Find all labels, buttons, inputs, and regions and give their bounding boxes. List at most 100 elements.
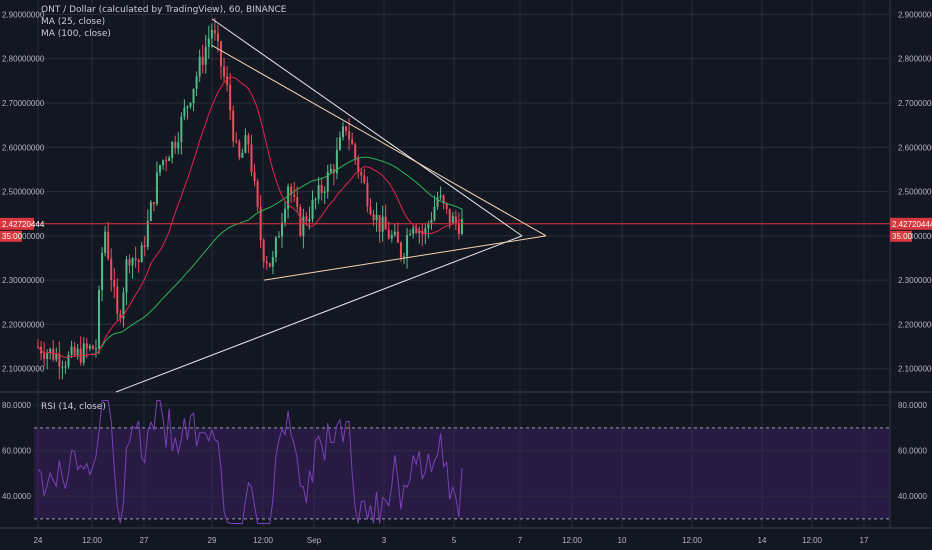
trendlines[interactable] [115, 18, 547, 393]
candle-up [70, 346, 73, 355]
candle-down [454, 216, 457, 223]
price-tick-label: 2.50000000 [898, 188, 932, 197]
candle-down [107, 231, 110, 259]
candle-up [342, 126, 344, 138]
countdown-left: 35:00 [2, 232, 23, 241]
candle-up [171, 141, 174, 158]
candle-up [412, 227, 415, 234]
candle-up [159, 165, 161, 173]
candle-up [427, 224, 430, 229]
candle-down [238, 141, 241, 158]
candle-up [406, 234, 409, 257]
candle-up [104, 231, 107, 253]
candle-down [305, 216, 308, 222]
rsi-tick-label: 80.0000 [898, 401, 927, 410]
time-tick-label: 10 [618, 536, 627, 545]
rsi-line [37, 400, 463, 524]
time-tick-label: 14 [758, 536, 767, 545]
ma25-label[interactable]: MA (25, close) [41, 17, 106, 27]
candle-down [369, 206, 372, 215]
rsi-legend: RSI (14, close) [41, 401, 106, 413]
candle-up [329, 168, 332, 172]
price-badge-right [890, 217, 932, 230]
countdown-right: 35:00 [892, 232, 913, 241]
candle-up [241, 152, 244, 158]
candle-down [457, 222, 460, 234]
candle-up [101, 252, 104, 290]
candle-down [52, 348, 55, 360]
rsi-tick-label: 40.0000 [898, 492, 927, 501]
candle-up [302, 216, 305, 236]
candle-down [293, 194, 296, 198]
outer-upper-trendline [211, 18, 523, 237]
ma100-line [37, 156, 463, 358]
price-tick-label: 2.70000000 [898, 99, 932, 108]
candle-down [232, 110, 235, 141]
axes: 2.90000000 2.90000000 2.80000000 2.80000000… [0, 10, 932, 545]
candle-up [460, 219, 463, 234]
candle-up [244, 135, 247, 153]
symbol-title[interactable]: ONT / Dollar (calculated by TradingView)… [41, 5, 287, 15]
candle-up [67, 354, 70, 367]
candle-down [229, 84, 232, 111]
candle-down [366, 182, 369, 207]
price-tick-label-left: 2.80000000 [2, 55, 45, 64]
rsi-label[interactable]: RSI (14, close) [41, 402, 106, 412]
moving-averages [34, 76, 890, 358]
inner-upper-trendline [211, 44, 547, 237]
candle-down [58, 353, 61, 367]
candle-up [55, 353, 58, 360]
candle-up [436, 197, 439, 207]
time-tick-label: 27 [140, 536, 149, 545]
time-badge-right [890, 230, 912, 242]
candlestick-series [37, 17, 463, 380]
candle-up [168, 157, 171, 161]
candle-down [165, 160, 168, 162]
candle-down [91, 345, 94, 350]
candle-up [195, 76, 198, 89]
candle-up [287, 186, 290, 209]
price-tick-label-left: 2.70000000 [2, 99, 45, 108]
candle-down [85, 343, 88, 349]
candle-up [335, 149, 338, 174]
candle-up [88, 345, 91, 349]
candle-down [445, 203, 448, 209]
candle-down [399, 242, 402, 258]
candle-up [277, 236, 280, 238]
candle-down [268, 263, 271, 267]
candle-down [73, 346, 76, 356]
current-price-right: 2.42720444 [892, 220, 932, 229]
candle-up [451, 216, 454, 223]
candle-up [131, 258, 134, 266]
time-tick-label: 12:00 [253, 536, 274, 545]
candle-down [396, 231, 399, 243]
candle-down [296, 197, 299, 207]
price-tick-label-left: 2.20000000 [2, 320, 45, 329]
candle-down [216, 33, 219, 42]
price-tick-label: 2.80000000 [898, 55, 932, 64]
candle-up [433, 206, 436, 221]
candle-up [204, 46, 207, 65]
candle-down [265, 261, 268, 264]
ma100-label[interactable]: MA (100, close) [41, 29, 111, 39]
candle-down [152, 202, 155, 204]
ma25-line [37, 76, 463, 358]
candle-up [409, 233, 412, 235]
candle-up [207, 38, 210, 47]
candle-down [448, 208, 451, 223]
price-tick-label: 2.30000000 [898, 276, 932, 285]
time-tick-label: Sep [307, 536, 322, 545]
time-tick-label: 24 [34, 536, 43, 545]
candle-down [143, 245, 146, 247]
candle-up [46, 352, 49, 359]
price-tick-label: 2.40000000 [898, 232, 932, 241]
candle-down [262, 240, 265, 262]
candle-down [226, 76, 229, 85]
candle-down [387, 229, 390, 239]
time-badge-left [0, 230, 22, 242]
candle-up [122, 292, 125, 319]
price-tick-label-left: 2.40000000 [2, 232, 45, 241]
candle-up [198, 56, 201, 77]
inner-lower-trendline [263, 235, 547, 281]
